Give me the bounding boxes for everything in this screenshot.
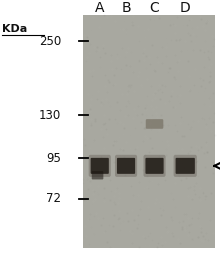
FancyBboxPatch shape [176, 158, 195, 174]
Text: 95: 95 [46, 152, 61, 165]
Bar [83, 15, 215, 248]
FancyBboxPatch shape [174, 155, 197, 177]
FancyBboxPatch shape [145, 158, 164, 174]
Text: 130: 130 [39, 109, 61, 122]
FancyBboxPatch shape [91, 158, 109, 174]
Text: A: A [95, 2, 104, 15]
Text: 250: 250 [39, 35, 61, 48]
FancyBboxPatch shape [143, 155, 166, 177]
Text: KDa: KDa [2, 24, 28, 34]
Text: D: D [180, 2, 191, 15]
FancyBboxPatch shape [117, 158, 135, 174]
FancyBboxPatch shape [92, 171, 103, 179]
FancyBboxPatch shape [115, 155, 137, 177]
FancyBboxPatch shape [146, 119, 163, 129]
Text: 72: 72 [46, 192, 61, 205]
Text: B: B [121, 2, 131, 15]
Text: C: C [150, 2, 160, 15]
FancyBboxPatch shape [89, 155, 111, 177]
